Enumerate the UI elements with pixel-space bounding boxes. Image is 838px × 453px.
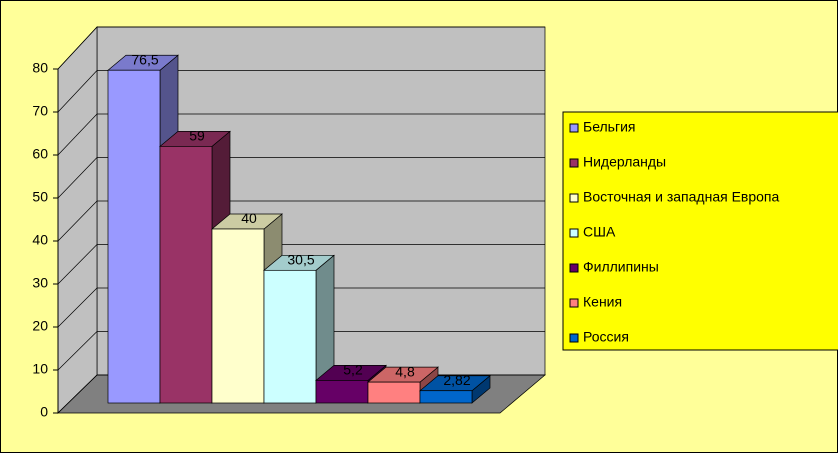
data-label: 2,82 [443,372,470,388]
legend-swatch [569,263,579,273]
grid-line [57,287,98,328]
y-tick-label: 60 [32,146,48,162]
legend-swatch [569,158,579,168]
side-wall [57,26,98,414]
legend-label: Восточная и западная Европа [583,189,780,205]
legend-swatch [569,298,579,308]
bar [315,380,369,404]
y-tick-label: 50 [32,189,48,205]
grid-line [57,374,98,414]
grid-line [57,113,98,156]
bar [367,381,421,404]
legend-label: Бельгия [583,119,635,135]
bar [263,269,317,404]
legend-swatch [569,333,579,343]
y-tick-label: 10 [32,361,48,377]
grid-line [57,157,98,199]
y-tick-label: 30 [32,275,48,291]
grid-line [57,331,98,371]
grid-line [57,26,98,70]
bar [159,146,213,404]
data-label: 30,5 [287,252,314,268]
y-tick-label: 40 [32,232,48,248]
bar [107,69,161,404]
y-tick-label: 70 [32,103,48,119]
y-tick-label: 80 [32,60,48,76]
data-label: 76,5 [131,51,158,67]
data-label: 5,2 [343,362,363,378]
grid-line [57,200,98,242]
legend-label: Кения [583,294,622,310]
legend-label: Филлипины [583,259,659,275]
legend-swatch [569,228,579,238]
legend-swatch [569,123,579,133]
data-label: 4,8 [395,363,415,379]
legend-label: Нидерланды [583,154,666,170]
bar [211,228,265,404]
bar [419,390,473,404]
data-label: 40 [241,210,257,226]
y-tick-label: 0 [40,404,48,420]
y-tick-label: 20 [32,318,48,334]
grid-line [57,70,98,113]
legend [562,111,838,351]
legend-label: Россия [583,329,629,345]
data-label: 59 [189,128,205,144]
grid-line [57,244,98,285]
legend-label: США [583,224,616,240]
legend-swatch [569,193,579,203]
